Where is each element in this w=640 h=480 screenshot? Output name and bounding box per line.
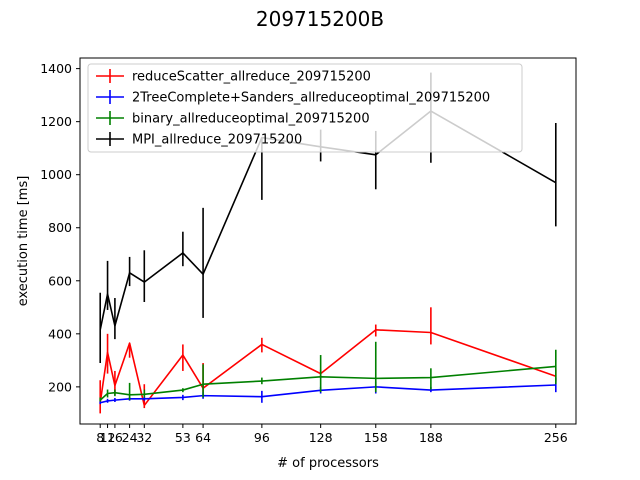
y-tick-label: 1400	[40, 61, 72, 76]
x-tick-label: 256	[544, 430, 568, 445]
x-tick-label: 24	[122, 430, 138, 445]
plot-area	[99, 72, 557, 414]
x-tick-label: 96	[254, 430, 270, 445]
x-tick-label: 53	[175, 430, 191, 445]
series-2	[99, 341, 557, 402]
x-tick-label: 188	[419, 430, 443, 445]
y-tick-label: 400	[48, 326, 72, 341]
legend: reduceScatter_allreduce_209715200 2TreeCo…	[87, 63, 523, 153]
legend-entry: 2TreeComplete+Sanders_allreduceoptimal_2…	[132, 91, 490, 106]
y-tick-label: 800	[48, 220, 72, 235]
x-tick-label: 32	[136, 430, 152, 445]
plot-frame	[79, 57, 577, 425]
legend-frame	[87, 63, 523, 153]
legend-entry: binary_allreduceoptimal_209715200	[132, 112, 370, 127]
x-axis-label: # of processors	[277, 456, 379, 471]
y-tick-label: 1000	[40, 167, 72, 182]
x-tick-label: 8	[96, 430, 104, 445]
y-tick-label: 200	[48, 379, 72, 394]
legend-entry: MPI_allreduce_209715200	[132, 133, 302, 148]
y-axis-label: execution time [ms]	[16, 176, 31, 307]
y-tick-label: 1200	[40, 114, 72, 129]
x-tick-label: 128	[309, 430, 333, 445]
series-line	[99, 329, 557, 407]
x-tick-label: 64	[195, 430, 211, 445]
series-line	[100, 384, 556, 404]
y-tick-label: 600	[48, 273, 72, 288]
x-tick-label: 12	[100, 430, 116, 445]
series-line	[99, 365, 556, 401]
chart-title: 209715200B	[256, 7, 384, 31]
x-tick-label: 158	[364, 430, 388, 445]
legend-entry: reduceScatter_allreduce_209715200	[132, 70, 371, 85]
x-tick-label: 16	[107, 430, 123, 445]
